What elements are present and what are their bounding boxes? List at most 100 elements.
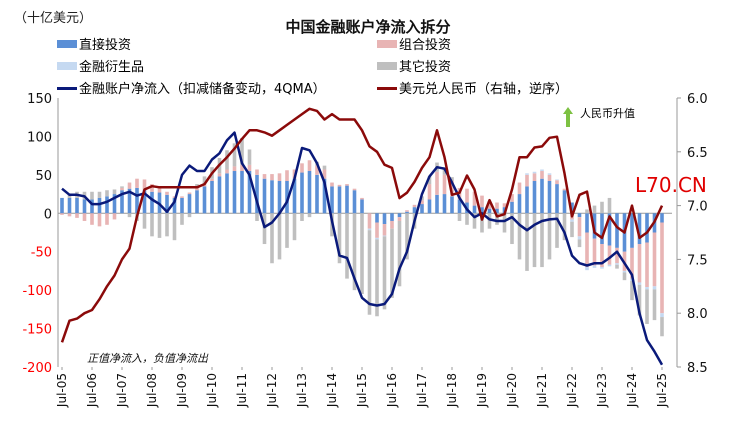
- bar-portfolio: [630, 247, 634, 279]
- bar-direct: [525, 186, 529, 214]
- bar-portfolio: [187, 192, 192, 195]
- y2-tick-label: 6.0: [687, 92, 708, 107]
- bar-portfolio: [127, 182, 132, 189]
- bar-direct: [645, 213, 649, 243]
- bar-other: [120, 186, 124, 188]
- bars: [60, 137, 664, 337]
- bar-direct: [532, 181, 537, 214]
- bar-portfolio: [345, 184, 349, 186]
- bar-direct: [637, 213, 642, 245]
- bar-other: [562, 213, 567, 241]
- bar-direct: [97, 197, 102, 214]
- bar-other: [502, 213, 507, 233]
- bar-direct: [352, 190, 357, 214]
- bar-other: [510, 213, 514, 245]
- bar-portfolio: [585, 232, 589, 268]
- bar-other: [532, 213, 537, 268]
- bar-portfolio: [157, 187, 162, 193]
- bar-portfolio: [120, 187, 124, 191]
- bar-portfolio: [487, 200, 492, 209]
- bar-portfolio: [112, 213, 117, 220]
- bar-derivatives: [585, 267, 589, 271]
- bar-other: [637, 284, 642, 316]
- bar-portfolio: [600, 244, 604, 268]
- bar-other: [232, 143, 237, 167]
- bar-other: [495, 213, 499, 225]
- x-tick-label: Jul-14: [325, 373, 339, 408]
- net-inflow-line: [61, 131, 664, 366]
- x-tick-label: Jul-12: [265, 373, 279, 408]
- y-tick-label: 100: [27, 130, 52, 145]
- legend-swatch-derivatives: [57, 62, 77, 70]
- bar-portfolio: [262, 174, 267, 179]
- bar-other: [390, 228, 394, 298]
- bar-portfolio: [225, 169, 229, 174]
- bar-other: [157, 213, 162, 238]
- bar-portfolio: [547, 174, 552, 182]
- bar-portfolio: [217, 173, 222, 177]
- bar-other: [337, 213, 342, 264]
- bar-direct: [435, 194, 439, 214]
- watermark: L70.CN: [635, 173, 707, 197]
- bar-portfolio: [465, 188, 469, 203]
- x-tick-label: Jul-23: [595, 373, 609, 408]
- bar-direct: [105, 196, 109, 214]
- bar-portfolio: [300, 163, 304, 173]
- bar-portfolio: [412, 204, 417, 208]
- y-tick-label: 150: [27, 92, 52, 107]
- bar-other: [645, 289, 649, 324]
- bar-direct: [187, 194, 192, 214]
- bar-portfolio: [360, 197, 364, 200]
- axes: 150 100 50 0 -50 -100 -150 -200 6.0 6.5 7.0 7.5 8.0 8…: [22, 92, 707, 408]
- bar-derivatives: [532, 171, 537, 174]
- usdcny-line: [60, 107, 664, 343]
- legend-swatch-direct: [57, 40, 77, 48]
- bar-other: [240, 137, 244, 165]
- bar-other: [397, 220, 402, 287]
- bar-other: [382, 236, 387, 310]
- bar-portfolio: [240, 164, 244, 172]
- legend: 直接投资 组合投资 金融衍生品 其它投资 金融账户净流入（扣减储备变动，4QMA…: [57, 37, 568, 97]
- bar-other: [202, 176, 207, 185]
- bar-other: [307, 213, 312, 218]
- bar-direct: [615, 213, 619, 248]
- bar-other: [105, 190, 109, 197]
- x-tick-label: Jul-22: [565, 373, 579, 408]
- sign-note: 正值净流入，负值净流出: [87, 352, 209, 365]
- bar-other: [97, 191, 102, 198]
- bar-derivatives: [382, 235, 387, 237]
- bar-direct: [397, 213, 402, 218]
- x-tick-label: Jul-16: [385, 373, 399, 408]
- bar-portfolio: [510, 194, 514, 202]
- y2-tick-label: 8.5: [687, 361, 708, 376]
- bar-direct: [345, 185, 349, 214]
- bar-other: [525, 213, 529, 271]
- bar-direct: [90, 199, 94, 214]
- bar-other: [270, 213, 274, 264]
- bar-other: [360, 213, 364, 294]
- bar-direct: [562, 190, 567, 214]
- x-tick-label: Jul-20: [505, 373, 519, 408]
- bar-other: [652, 289, 657, 321]
- bar-direct: [547, 181, 552, 214]
- bar-direct: [217, 176, 222, 214]
- bar-derivatives: [525, 173, 529, 175]
- bar-other: [630, 280, 634, 301]
- bar-portfolio: [60, 213, 64, 215]
- bar-derivatives: [547, 173, 552, 175]
- x-tick-label: Jul-09: [175, 373, 189, 408]
- x-tick-label: Jul-06: [85, 373, 99, 408]
- bar-direct: [412, 207, 417, 214]
- bar-portfolio: [255, 169, 259, 175]
- bar-portfolio: [75, 213, 79, 218]
- bar-derivatives: [622, 270, 627, 273]
- bar-other: [352, 213, 357, 291]
- bar-derivatives: [540, 169, 544, 172]
- bar-other: [187, 213, 192, 218]
- x-tick-label: Jul-05: [55, 373, 69, 408]
- bar-portfolio: [390, 220, 394, 229]
- bar-other: [622, 272, 627, 281]
- bar-portfolio: [315, 165, 319, 175]
